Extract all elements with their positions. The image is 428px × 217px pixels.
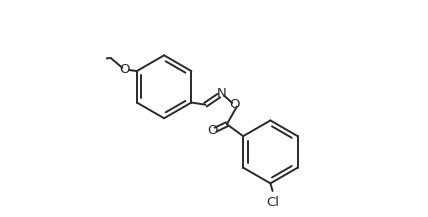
Text: Cl: Cl [267, 196, 279, 209]
Text: O: O [229, 98, 240, 111]
Text: N: N [217, 87, 226, 100]
Text: O: O [120, 64, 130, 76]
Text: O: O [208, 124, 218, 137]
